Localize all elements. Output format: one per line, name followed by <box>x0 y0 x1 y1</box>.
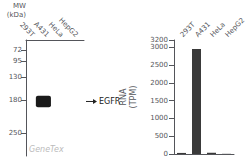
svg-text:293T: 293T <box>179 20 198 39</box>
svg-text:72: 72 <box>13 46 22 54</box>
svg-text:(TPM): (TPM) <box>129 86 138 109</box>
svg-text:HeLa: HeLa <box>209 21 227 39</box>
svg-text:1500: 1500 <box>150 97 168 105</box>
svg-text:180: 180 <box>9 96 22 104</box>
svg-text:MW: MW <box>13 2 26 10</box>
svg-text:A431: A431 <box>32 20 50 38</box>
svg-text:HepG2: HepG2 <box>57 16 80 39</box>
svg-text:3000: 3000 <box>150 43 168 51</box>
svg-text:A431: A431 <box>194 20 212 38</box>
svg-text:2000: 2000 <box>150 79 168 87</box>
svg-text:293T: 293T <box>18 20 37 39</box>
svg-text:500: 500 <box>155 132 168 140</box>
svg-text:0: 0 <box>164 150 168 158</box>
svg-text:GeneTex: GeneTex <box>29 145 64 154</box>
svg-text:HeLa: HeLa <box>46 20 66 39</box>
svg-text:250: 250 <box>9 129 22 137</box>
svg-text:2500: 2500 <box>150 61 168 69</box>
svg-text:130: 130 <box>9 73 22 81</box>
svg-text:1000: 1000 <box>150 114 168 122</box>
svg-text:3200: 3200 <box>150 36 168 44</box>
svg-text:EGFR: EGFR <box>99 97 121 106</box>
svg-text:(kDa): (kDa) <box>7 11 26 19</box>
svg-text:RNA: RNA <box>118 88 128 106</box>
svg-text:HepG2: HepG2 <box>224 16 247 39</box>
svg-text:95: 95 <box>13 57 22 65</box>
